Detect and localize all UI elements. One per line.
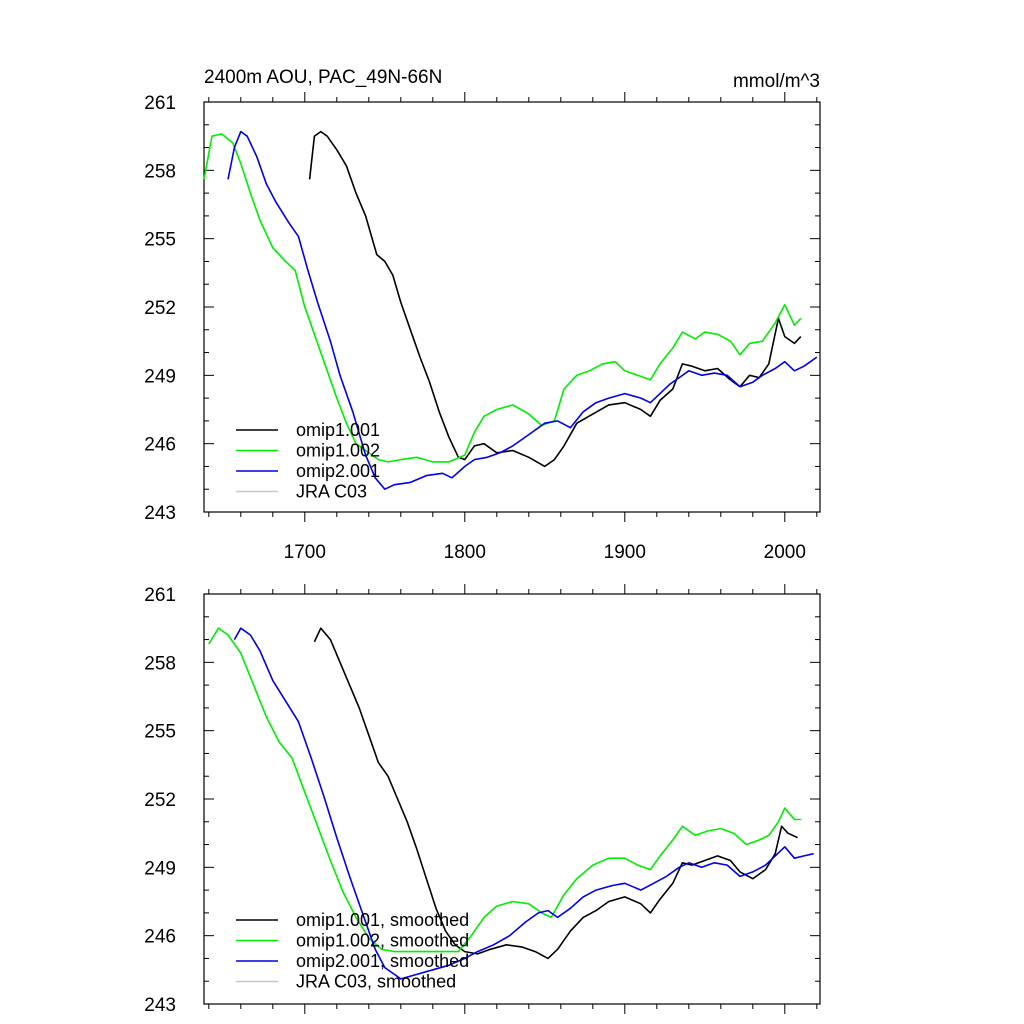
y-tick-label: 249 — [144, 858, 176, 879]
y-tick-label: 246 — [144, 435, 176, 456]
bottom-panel: 261 258 255 252 249 246 243 omip1.001, smoothed… — [144, 584, 821, 1016]
x-tick-label: 1700 — [284, 542, 326, 563]
y-tick-label: 258 — [144, 653, 176, 674]
y-tick-label: 261 — [144, 93, 176, 114]
units-label: mmol/m^3 — [733, 71, 820, 92]
y-tick-label: 249 — [144, 366, 176, 387]
legend-label: omip1.001, smoothed — [296, 910, 469, 930]
y-tick-label: 258 — [144, 161, 176, 182]
y-tick-label: 246 — [144, 927, 176, 948]
y-tick-label: 252 — [144, 790, 176, 811]
x-tick-label: 1800 — [444, 542, 486, 563]
y-tick-label: 252 — [144, 298, 176, 319]
series-line-omip1-001-smoothed — [313, 627, 798, 960]
x-tick-label: 1900 — [604, 542, 646, 563]
legend-label: JRA C03 — [296, 482, 367, 502]
series-line-omip1-002-smoothed — [208, 627, 801, 953]
chart-title: 2400m AOU, PAC_49N-66N — [204, 67, 442, 88]
top-panel: 2400m AOU, PAC_49N-66N mmol/m^3 261 258 25… — [144, 67, 821, 563]
y-tick-label: 261 — [144, 585, 176, 606]
legend-label: omip2.001, smoothed — [296, 951, 469, 971]
legend-label: JRA C03, smoothed — [296, 972, 456, 992]
y-tick-label: 243 — [144, 503, 176, 524]
y-tick-label: 255 — [144, 722, 176, 743]
x-tick-label: 2000 — [764, 542, 806, 563]
series-line-omip2-001-smoothed — [233, 627, 814, 980]
legend-label: omip1.001 — [296, 420, 380, 440]
series-line-omip2-001 — [227, 130, 818, 491]
legend-label: omip1.002 — [296, 441, 380, 461]
y-tick-label: 255 — [144, 230, 176, 251]
series-line-omip1-002 — [203, 133, 802, 463]
legend-label: omip1.002, smoothed — [296, 931, 469, 951]
y-tick-label: 243 — [144, 995, 176, 1016]
series-line-omip1-001 — [308, 130, 802, 468]
legend-label: omip2.001 — [296, 461, 380, 481]
